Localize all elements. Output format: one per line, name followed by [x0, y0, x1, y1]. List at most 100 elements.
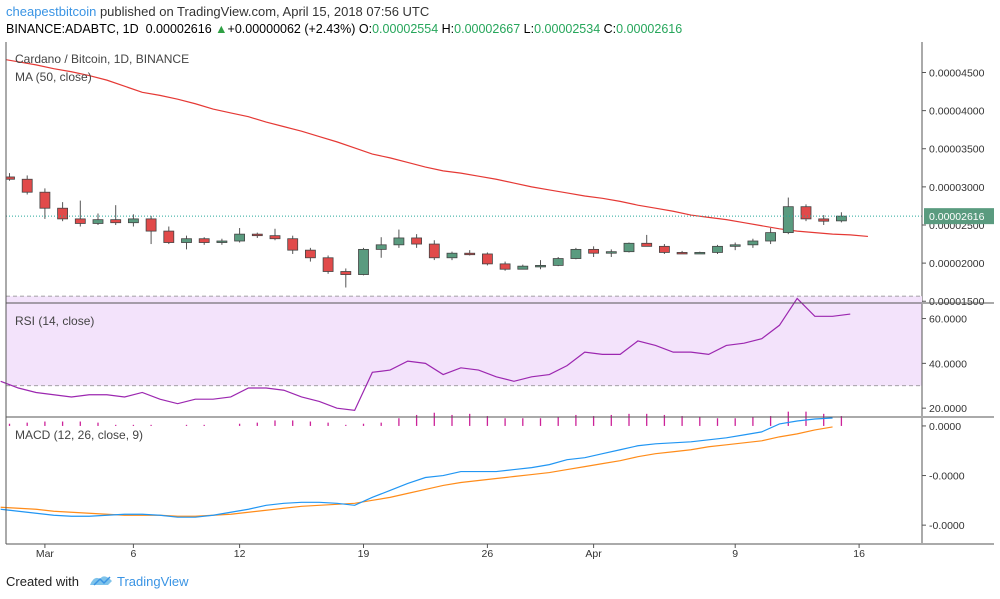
candle-up — [92, 219, 104, 224]
macd-tick-label: -0.0000 — [929, 520, 965, 532]
candle — [269, 228, 281, 241]
candle-down — [163, 230, 175, 243]
candle-up — [729, 244, 741, 247]
time-tick-label: 12 — [234, 548, 246, 560]
candle — [464, 250, 476, 256]
candle-down — [641, 242, 653, 247]
candle — [145, 215, 157, 245]
macd-pane[interactable]: 0.0000 -0.0000 -0.0000 MACD (12, 26, close,… — [0, 411, 994, 543]
last-price-label: 0.00002616 — [929, 211, 985, 223]
candle-up — [782, 206, 794, 234]
candle — [39, 188, 51, 219]
chart-header: cheapestbitcoin published on TradingView… — [0, 0, 1000, 42]
author-link[interactable]: cheapestbitcoin — [6, 4, 97, 19]
candle — [729, 242, 741, 251]
candle — [375, 237, 387, 258]
time-tick-label: 6 — [130, 548, 136, 560]
candle — [411, 234, 423, 248]
macd-tick-label: -0.0000 — [929, 471, 965, 483]
last-price-box — [924, 208, 994, 225]
candle-down — [287, 238, 299, 251]
time-tick-label: Mar — [36, 548, 55, 560]
candle — [481, 252, 493, 266]
candle-up — [747, 240, 759, 246]
candle-up — [127, 218, 139, 224]
candle-down — [499, 263, 511, 270]
price-chart[interactable]: 0.00004500 0.00004000 0.00003500 0.00003000… — [0, 40, 1000, 564]
symbol-label[interactable]: BINANCE:ADABTC, 1D — [6, 22, 139, 36]
candle — [588, 246, 599, 258]
candle — [765, 228, 776, 245]
rsi-tick-label: 60.0000 — [929, 314, 967, 326]
rsi-tick-label: 20.0000 — [929, 403, 967, 415]
tradingview-logo-icon — [90, 576, 112, 586]
candle-down — [251, 233, 263, 237]
candle-up — [535, 265, 546, 268]
candle-down — [340, 271, 352, 275]
candle — [322, 255, 334, 274]
price-legend: Cardano / Bitcoin, 1D, BINANCE — [15, 52, 189, 66]
candle-down — [198, 238, 210, 243]
candle-up — [234, 233, 246, 242]
candle-down — [481, 253, 493, 265]
price-pane[interactable]: 0.00004500 0.00004000 0.00003500 0.00003000… — [1, 42, 994, 308]
candle — [216, 238, 228, 245]
candle — [181, 235, 192, 250]
candle-up — [765, 232, 776, 242]
high-label: H: — [441, 22, 455, 36]
candle — [552, 257, 564, 267]
candle — [517, 264, 529, 270]
time-tick-label: 9 — [732, 548, 738, 560]
price-tick-label: 0.00002000 — [929, 258, 985, 270]
candle-down — [428, 243, 440, 259]
candle-down — [800, 206, 812, 220]
rsi-pane[interactable]: 60.0000 40.0000 20.0000 RSI (14, close) — [0, 295, 994, 416]
candle — [712, 244, 723, 254]
candle-up — [694, 252, 706, 255]
candle — [57, 202, 68, 222]
price-change: +0.00000062 (+2.43%) — [227, 22, 356, 36]
time-tick-label: 16 — [853, 548, 865, 560]
macd-background — [6, 418, 922, 543]
created-with-label: Created with — [6, 574, 79, 589]
candle-down — [57, 207, 68, 220]
candle-up — [393, 237, 405, 246]
candle-down — [411, 237, 423, 245]
close-value: 0.00002616 — [616, 22, 683, 36]
price-tick-label: 0.00004500 — [929, 67, 985, 79]
chart-footer: Created with TradingView — [0, 563, 1000, 599]
candle — [340, 268, 352, 288]
macd-signal-line — [0, 426, 833, 517]
candle-up — [605, 251, 617, 254]
rsi-line — [0, 297, 851, 412]
candle-down — [269, 235, 281, 240]
candle-up — [446, 252, 458, 259]
macd-legend: MACD (12, 26, close, 9) — [15, 428, 143, 442]
time-tick-label: Apr — [585, 548, 602, 560]
last-price: 0.00002616 — [145, 22, 212, 36]
time-tick-label: 26 — [482, 548, 494, 560]
candle — [163, 226, 175, 245]
price-tick-label: 0.00003000 — [929, 182, 985, 194]
open-label: O: — [358, 22, 373, 36]
candle — [659, 244, 670, 254]
candle — [836, 212, 847, 223]
candle-down — [145, 218, 157, 232]
candle — [446, 251, 458, 261]
candle-up — [216, 240, 228, 243]
candle — [800, 204, 812, 222]
price-background — [6, 42, 922, 302]
change-arrow-icon: ▲ — [215, 22, 228, 36]
candle — [694, 251, 706, 255]
time-axis[interactable]: Mar 6 12 19 26 Apr 9 16 — [5, 42, 994, 560]
close-label: C: — [603, 22, 617, 36]
candle-down — [588, 248, 599, 254]
candle — [127, 214, 139, 227]
tradingview-brand[interactable]: TradingView — [117, 574, 189, 589]
candle-up — [552, 258, 564, 266]
candle — [535, 260, 546, 270]
candle-up — [836, 215, 847, 222]
candle — [747, 238, 759, 248]
candle — [570, 247, 582, 260]
ma-line — [6, 59, 869, 238]
